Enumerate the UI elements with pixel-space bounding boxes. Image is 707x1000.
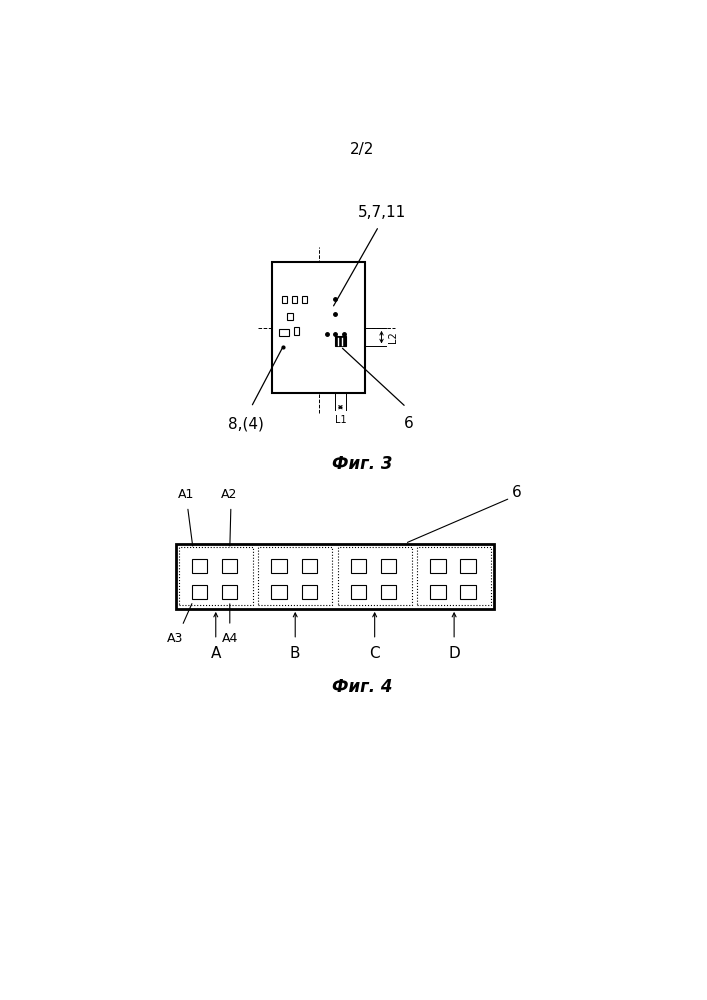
Text: A3: A3 — [168, 632, 184, 645]
Bar — [294, 327, 299, 335]
Bar — [417, 547, 491, 605]
Text: A1: A1 — [178, 488, 194, 501]
Text: 5,7,11: 5,7,11 — [358, 205, 406, 220]
Text: L1: L1 — [334, 415, 346, 425]
Bar — [179, 547, 253, 605]
Text: D: D — [448, 646, 460, 661]
Bar — [381, 559, 397, 573]
Text: B: B — [290, 646, 300, 661]
Bar — [302, 585, 317, 599]
Text: Фиг. 4: Фиг. 4 — [332, 678, 392, 696]
Bar — [338, 547, 411, 605]
Text: A: A — [211, 646, 221, 661]
Text: 8,(4): 8,(4) — [228, 416, 264, 431]
Bar — [460, 585, 476, 599]
Bar — [271, 559, 287, 573]
Bar — [301, 296, 307, 303]
Text: 2/2: 2/2 — [350, 142, 375, 157]
Bar — [222, 585, 238, 599]
Text: A4: A4 — [221, 632, 238, 645]
Text: A2: A2 — [221, 488, 237, 501]
Text: C: C — [369, 646, 380, 661]
Bar — [192, 559, 207, 573]
Bar — [176, 544, 494, 609]
Text: 6: 6 — [404, 416, 414, 431]
Bar — [258, 547, 332, 605]
Bar — [222, 559, 238, 573]
Bar — [335, 336, 346, 346]
Bar — [192, 585, 207, 599]
Bar — [282, 296, 287, 303]
Text: Фиг. 3: Фиг. 3 — [332, 455, 392, 473]
Bar — [431, 585, 445, 599]
Bar — [271, 585, 287, 599]
Bar — [351, 559, 366, 573]
Bar — [302, 559, 317, 573]
Bar — [460, 559, 476, 573]
Bar — [431, 559, 445, 573]
Bar — [351, 585, 366, 599]
Bar — [287, 313, 293, 320]
Bar — [292, 296, 297, 303]
Bar — [279, 329, 289, 336]
Text: 6: 6 — [512, 485, 522, 500]
Bar — [272, 262, 365, 393]
Bar — [381, 585, 397, 599]
Text: L2: L2 — [388, 331, 398, 343]
